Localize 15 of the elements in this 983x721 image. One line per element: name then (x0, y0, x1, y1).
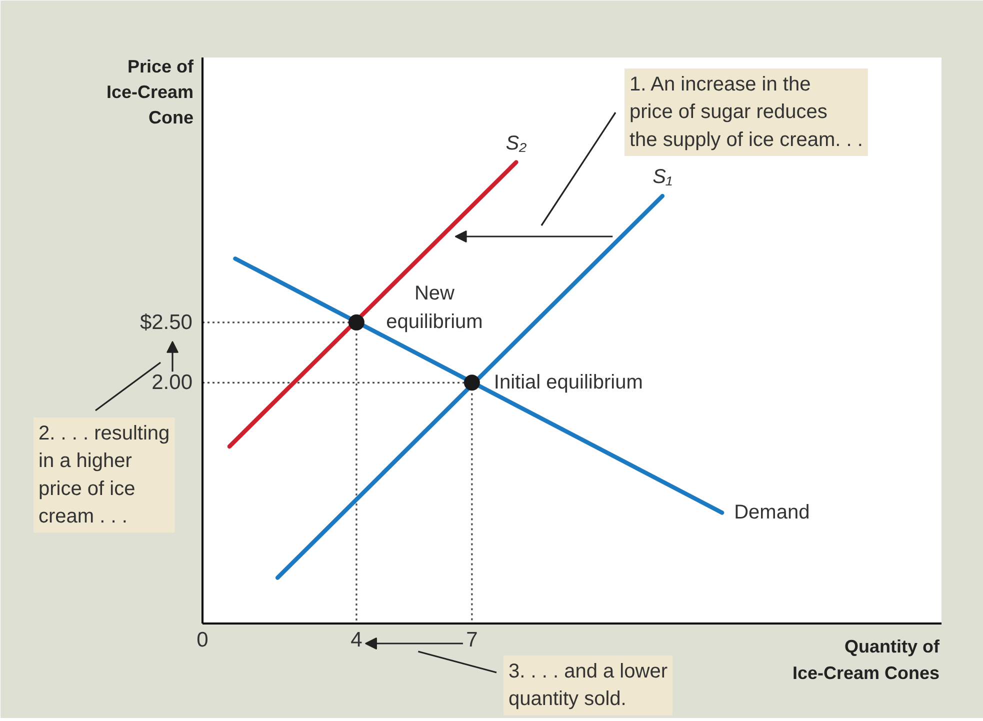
series-label: S₁ (652, 166, 672, 188)
y-tick-label: 2.00 (152, 371, 193, 394)
annotation: New equilibrium (386, 282, 483, 334)
series-label: S₂ (506, 132, 528, 154)
x-tick-label: 0 (196, 628, 208, 652)
x-tick-label: 4 (350, 628, 363, 652)
annotation: 1. An increase in the price of sugar reduces the supply of ice cream. . . (630, 74, 863, 151)
series-label: Demand (734, 502, 810, 524)
x-axis-title: Quantity of Ice-Cream Cones (792, 636, 941, 683)
x-tick-label: 7 (466, 628, 478, 652)
y-axis-title: Price of Ice-Cream Cone (106, 56, 195, 128)
text: 2. . . . resulting in a higher price of ice cream . . . (38, 422, 170, 528)
annotation: Initial equilibrium (494, 372, 643, 394)
text: 3. . . . and a lower quantity sold. (508, 660, 668, 710)
y-tick-label: $2.50 (140, 310, 193, 334)
